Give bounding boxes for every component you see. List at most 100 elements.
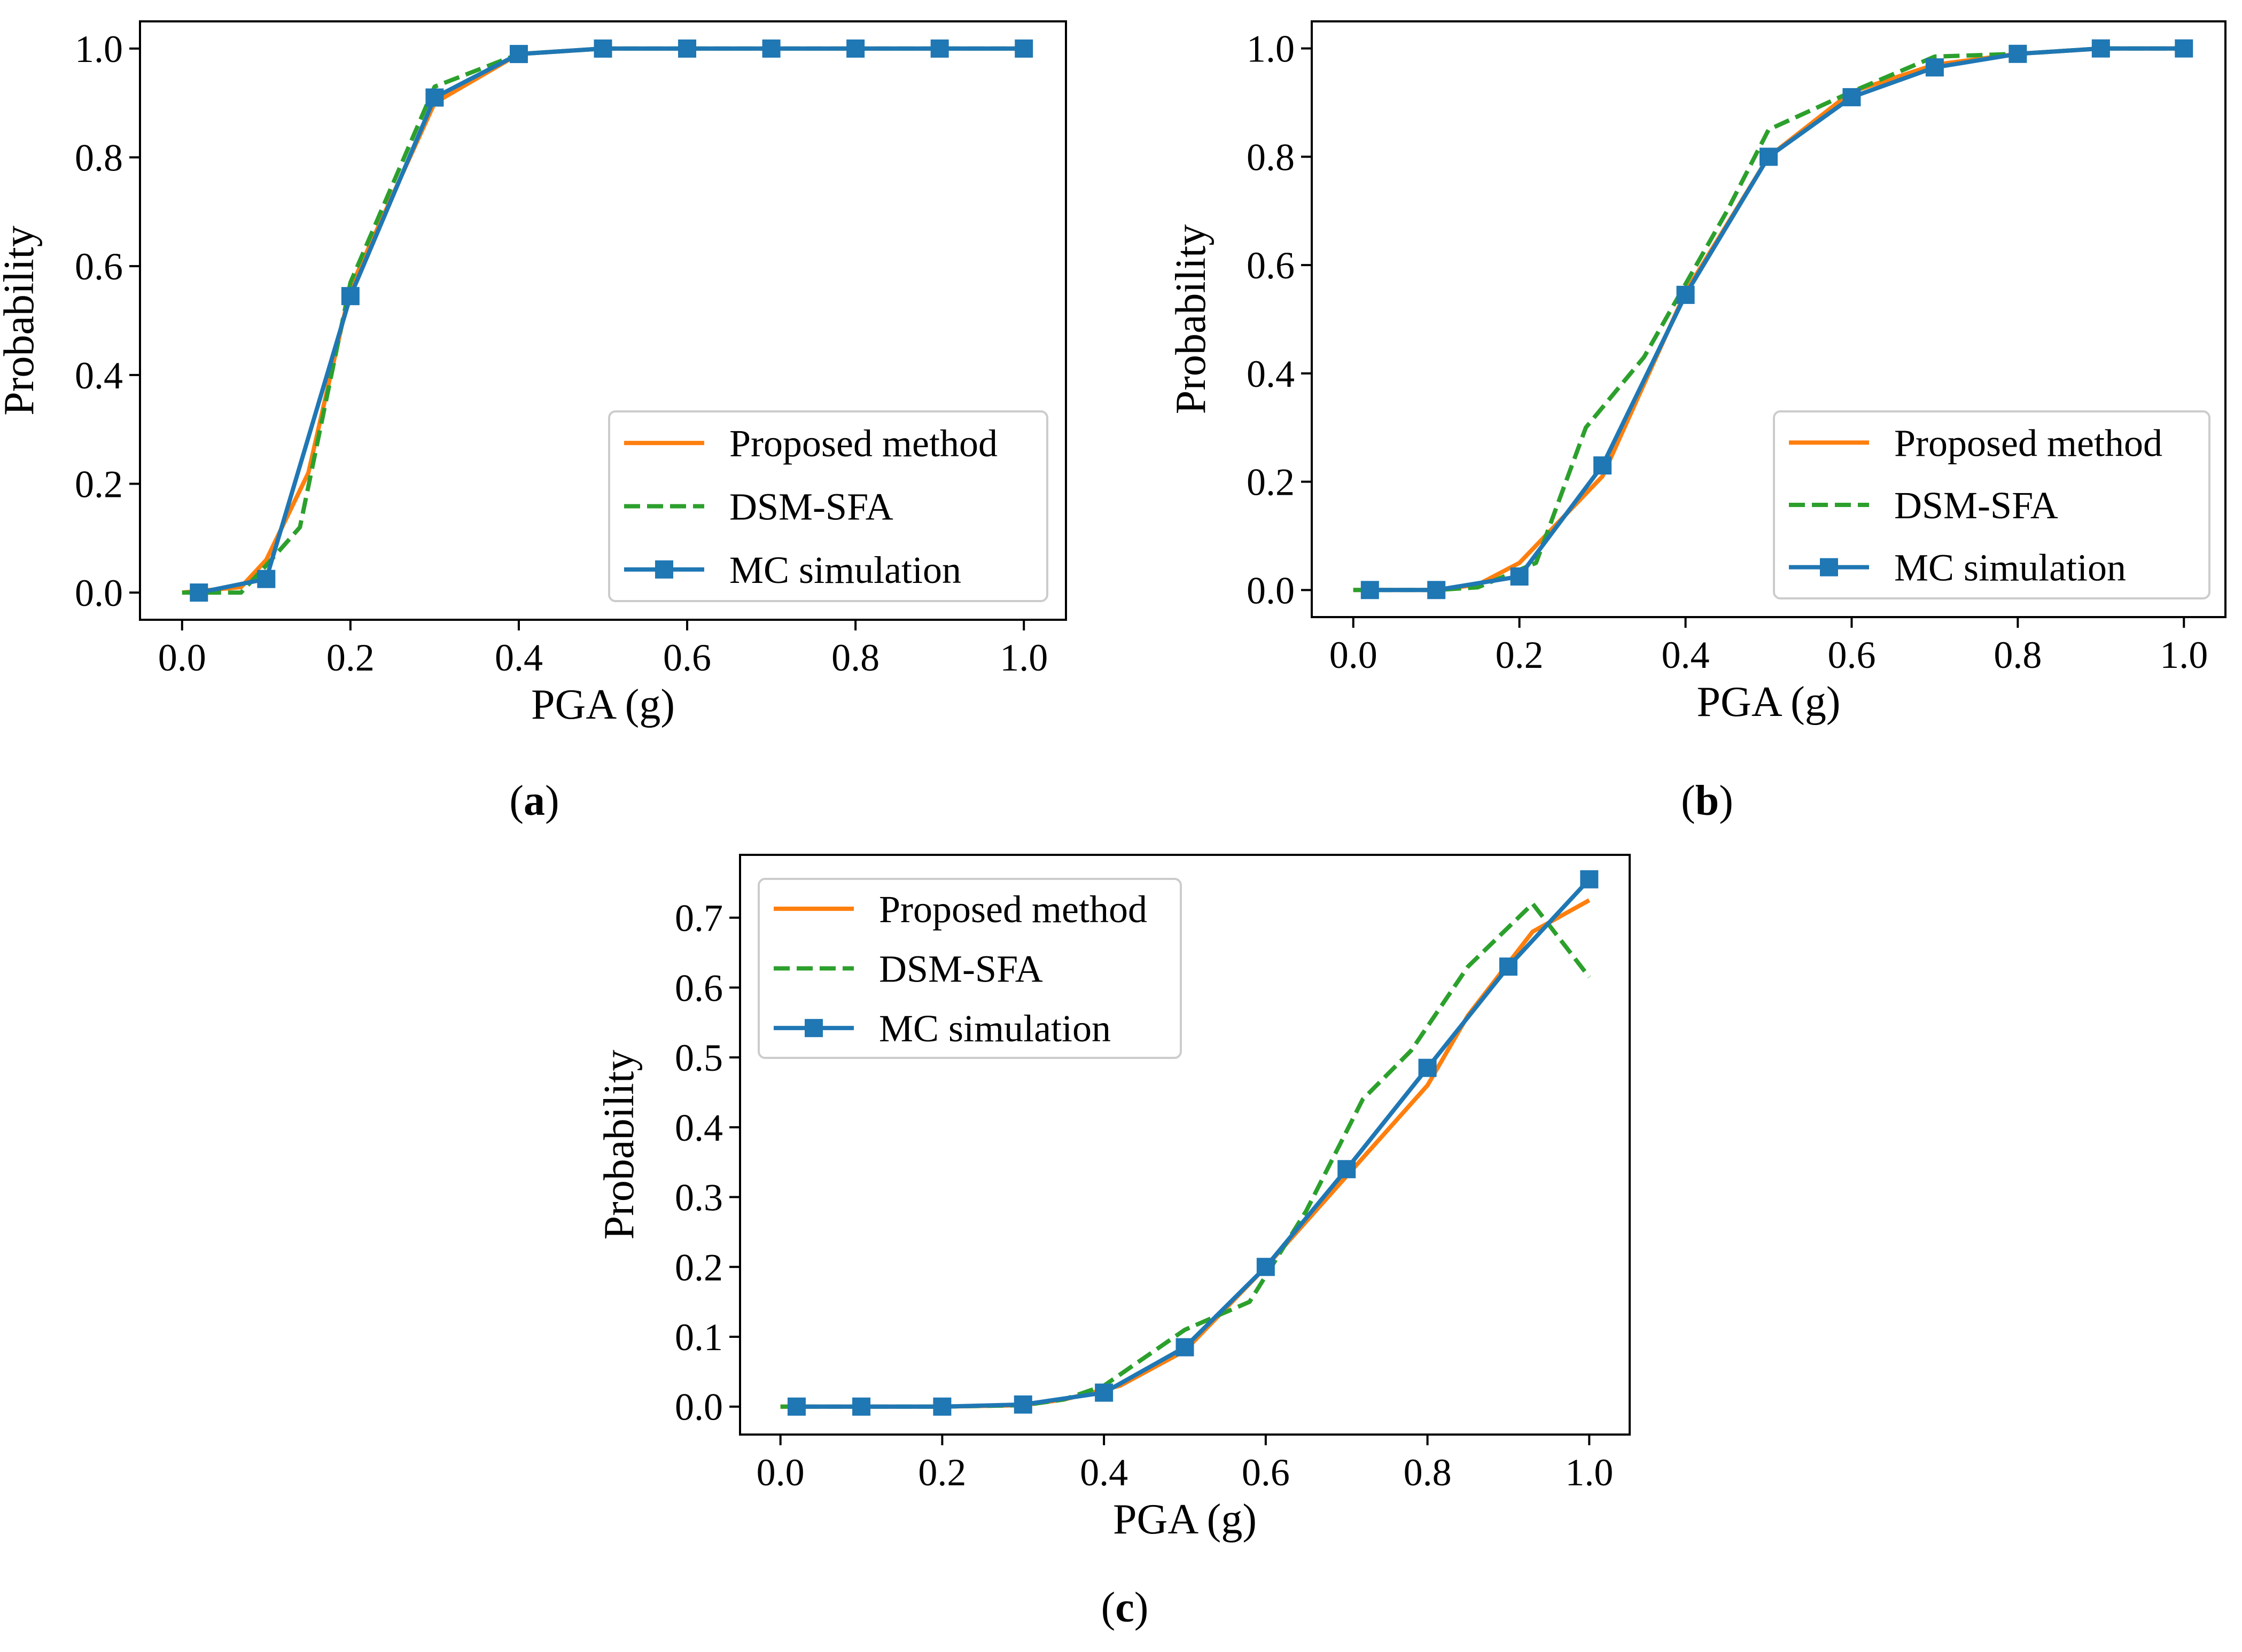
mc-marker: [787, 1397, 806, 1416]
mc-marker: [1095, 1383, 1114, 1402]
legend-label: Proposed method: [1894, 422, 2162, 464]
x-tick-label: 1.0: [1565, 1451, 1613, 1494]
y-tick-label: 1.0: [75, 28, 123, 71]
mc-marker: [1580, 870, 1599, 889]
y-tick-label: 0.8: [75, 137, 123, 180]
legend-box: [608, 410, 1048, 602]
y-tick-label: 0.7: [675, 897, 723, 940]
mc-marker: [1360, 581, 1379, 599]
panel-b: 0.0 0.2 0.4 0.6 0.8 1.0 0.0 0.2 0.4 0.6 0.8 1.0 PGA …: [1167, 20, 2227, 824]
y-tick-label: 0.4: [1247, 353, 1295, 395]
y-tick-label: 0.6: [75, 245, 123, 288]
legend-label: DSM-SFA: [729, 486, 893, 528]
panel-caption: (c): [1101, 1584, 1149, 1631]
legend: Proposed method DSM-SFA MC simulation: [1773, 410, 2210, 599]
axes-frame: [139, 20, 1067, 621]
panel-caption: (a): [509, 777, 559, 824]
legend-label: Proposed method: [729, 422, 998, 465]
mc-marker: [1015, 39, 1033, 58]
mc-marker: [257, 570, 276, 588]
mc-marker: [2175, 39, 2193, 58]
legend-marker: [1820, 558, 1838, 576]
mc-marker: [930, 39, 949, 58]
mc-marker: [933, 1397, 952, 1416]
y-tick-label: 0.5: [675, 1037, 723, 1079]
x-tick-label: 0.4: [1662, 634, 1710, 676]
mc-marker: [341, 287, 360, 306]
legend: Proposed method DSM-SFA MC simulation: [758, 878, 1182, 1059]
x-axis-label: PGA (g): [531, 681, 675, 728]
x-tick-label: 0.2: [918, 1451, 966, 1494]
mc-marker: [1337, 1160, 1356, 1179]
mc-marker: [1760, 147, 1778, 166]
x-tick-label: 0.8: [1404, 1451, 1452, 1494]
y-tick-label: 0.2: [75, 463, 123, 505]
legend: Proposed method DSM-SFA MC simulation: [608, 410, 1048, 602]
y-tick-label: 0.4: [75, 354, 123, 397]
legend-marker: [655, 560, 673, 579]
y-tick-label: 0.6: [1247, 244, 1295, 287]
y-tick-label: 0.1: [675, 1316, 723, 1359]
mc-marker: [2009, 44, 2027, 63]
y-axis-label: Probability: [596, 1050, 643, 1240]
x-tick-label: 0.4: [1080, 1451, 1128, 1494]
x-tick-label: 0.2: [1496, 634, 1544, 676]
series-group: [182, 39, 1033, 602]
y-tick-label: 0.4: [675, 1106, 723, 1149]
y-tick-label: 0.0: [1247, 569, 1295, 612]
caption-letter: a: [524, 777, 545, 824]
y-tick-label: 0.6: [675, 967, 723, 1009]
mc-marker: [190, 583, 208, 602]
y-tick-label: 0.8: [1247, 136, 1295, 178]
x-tick-label: 0.6: [1827, 634, 1875, 676]
y-tick-label: 0.2: [1247, 461, 1295, 504]
mc-marker: [1499, 957, 1517, 976]
axes-frame: [1311, 20, 2227, 618]
mc-marker: [1014, 1395, 1032, 1414]
y-tick-label: 0.3: [675, 1176, 723, 1219]
legend-box: [758, 878, 1182, 1059]
y-axis-label: Probability: [1167, 224, 1215, 415]
legend-label: MC simulation: [879, 1007, 1111, 1050]
mc-marker: [1256, 1258, 1275, 1276]
panel-caption: (b): [1681, 777, 1733, 824]
y-axis-label: Probability: [0, 225, 43, 416]
y-tick-label: 0.0: [75, 572, 123, 614]
x-axis-label: PGA (g): [1113, 1496, 1257, 1543]
mc-marker: [1842, 88, 1861, 106]
legend-marker: [805, 1019, 823, 1038]
mc-marker: [509, 45, 528, 64]
caption-letter: b: [1695, 777, 1719, 824]
mc-marker: [1925, 58, 1944, 77]
x-tick-label: 0.0: [757, 1451, 805, 1494]
mc-marker: [594, 39, 612, 58]
legend-label: DSM-SFA: [879, 948, 1043, 991]
legend-label: DSM-SFA: [1894, 484, 2058, 527]
y-tick-label: 0.2: [675, 1246, 723, 1289]
mc-marker: [852, 1397, 871, 1416]
legend-label: MC simulation: [1894, 547, 2126, 589]
x-tick-label: 0.6: [663, 636, 711, 679]
x-tick-label: 0.0: [1329, 634, 1377, 676]
x-axis-label: PGA (g): [1697, 679, 1841, 726]
mc-marker: [1593, 456, 1612, 475]
mc-marker: [846, 39, 865, 58]
caption-letter: c: [1115, 1584, 1134, 1631]
mc-marker: [2091, 39, 2110, 58]
x-tick-label: 0.8: [831, 636, 879, 679]
y-tick-label: 0.0: [675, 1386, 723, 1429]
x-tick-label: 0.0: [158, 636, 206, 679]
axes-frame: [739, 854, 1631, 1436]
x-tick-label: 1.0: [1000, 636, 1048, 679]
mc-marker: [1418, 1058, 1437, 1077]
x-tick-label: 1.0: [2160, 634, 2208, 676]
mc-marker: [1510, 567, 1529, 586]
x-tick-label: 0.6: [1242, 1451, 1290, 1494]
mc-marker: [1676, 285, 1695, 304]
legend-label: MC simulation: [729, 549, 961, 591]
y-tick-label: 1.0: [1247, 28, 1295, 71]
panel-c: 0.0 0.2 0.4 0.6 0.8 1.0 0.0 0.1 0.2 0.3 0.4 0.5 0.6 0…: [596, 854, 1631, 1631]
mc-marker: [1427, 581, 1446, 599]
series-group: [780, 870, 1599, 1416]
